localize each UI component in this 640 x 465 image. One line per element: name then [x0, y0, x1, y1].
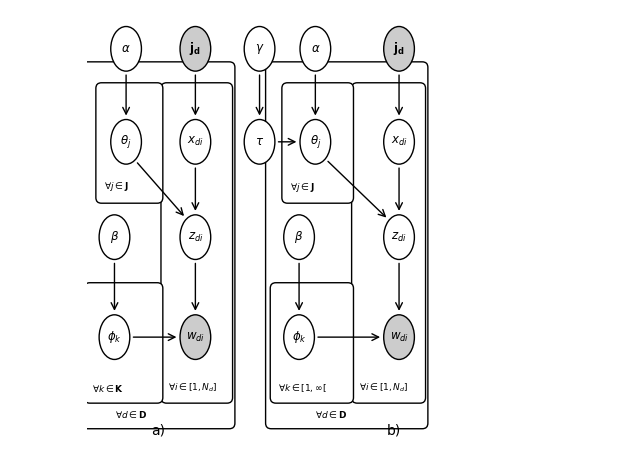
Text: $\forall d \in \mathbf{D}$: $\forall d \in \mathbf{D}$ [115, 410, 148, 420]
Ellipse shape [300, 27, 331, 71]
Ellipse shape [300, 120, 331, 164]
Ellipse shape [384, 27, 414, 71]
Text: $z_{di}$: $z_{di}$ [391, 231, 407, 244]
Ellipse shape [180, 315, 211, 359]
Text: $\forall k \in \mathbf{K}$: $\forall k \in \mathbf{K}$ [92, 384, 124, 394]
Text: $\forall i \in [1, N_d]$: $\forall i \in [1, N_d]$ [359, 382, 408, 394]
Text: a): a) [151, 423, 165, 437]
Text: $\alpha$: $\alpha$ [310, 42, 320, 55]
Ellipse shape [284, 315, 314, 359]
Text: $\forall i \in [1, N_d]$: $\forall i \in [1, N_d]$ [168, 382, 218, 394]
Ellipse shape [384, 215, 414, 259]
Text: $\forall j \in \mathbf{J}$: $\forall j \in \mathbf{J}$ [104, 180, 129, 193]
FancyBboxPatch shape [96, 83, 163, 203]
Text: $x_{di}$: $x_{di}$ [390, 135, 408, 148]
Text: $\gamma$: $\gamma$ [255, 42, 264, 56]
Text: $z_{di}$: $z_{di}$ [188, 231, 204, 244]
Text: $w_{di}$: $w_{di}$ [390, 331, 408, 344]
FancyBboxPatch shape [82, 62, 235, 429]
Ellipse shape [180, 215, 211, 259]
Text: $\forall k \in [1, \infty[$: $\forall k \in [1, \infty[$ [278, 382, 327, 394]
Ellipse shape [284, 215, 314, 259]
FancyBboxPatch shape [84, 283, 163, 403]
Ellipse shape [384, 120, 414, 164]
Ellipse shape [111, 120, 141, 164]
Ellipse shape [99, 315, 130, 359]
Text: $\tau$: $\tau$ [255, 135, 264, 148]
FancyBboxPatch shape [351, 83, 426, 403]
Ellipse shape [384, 315, 414, 359]
Ellipse shape [244, 120, 275, 164]
Text: $w_{di}$: $w_{di}$ [186, 331, 205, 344]
Text: $\mathbf{j_d}$: $\mathbf{j_d}$ [189, 40, 201, 57]
Text: $\mathbf{j_d}$: $\mathbf{j_d}$ [393, 40, 405, 57]
FancyBboxPatch shape [270, 283, 353, 403]
Text: $\forall j \in \mathbf{J}$: $\forall j \in \mathbf{J}$ [291, 181, 315, 194]
FancyBboxPatch shape [282, 83, 353, 203]
Text: $x_{di}$: $x_{di}$ [187, 135, 204, 148]
Ellipse shape [111, 27, 141, 71]
Ellipse shape [99, 215, 130, 259]
Text: $\phi_k$: $\phi_k$ [107, 329, 122, 345]
Text: $\theta_j$: $\theta_j$ [120, 133, 132, 150]
Text: $\forall d \in \mathbf{D}$: $\forall d \in \mathbf{D}$ [316, 410, 348, 420]
Text: $\beta$: $\beta$ [110, 229, 119, 245]
Text: $\alpha$: $\alpha$ [122, 42, 131, 55]
Text: $\phi_k$: $\phi_k$ [292, 329, 307, 345]
Ellipse shape [180, 27, 211, 71]
FancyBboxPatch shape [266, 62, 428, 429]
Ellipse shape [180, 120, 211, 164]
Ellipse shape [244, 27, 275, 71]
Text: $\beta$: $\beta$ [294, 229, 303, 245]
Text: $\theta_j$: $\theta_j$ [310, 133, 321, 150]
Text: b): b) [387, 423, 401, 437]
FancyBboxPatch shape [161, 83, 232, 403]
